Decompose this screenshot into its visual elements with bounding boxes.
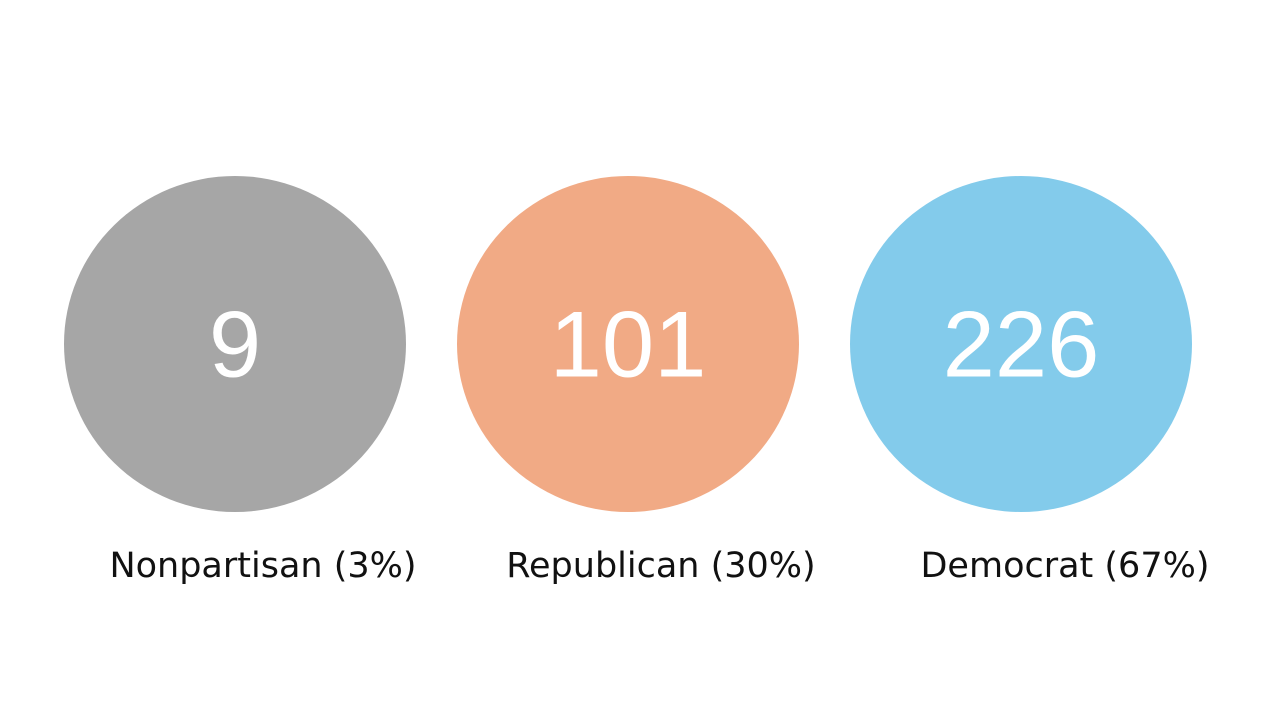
party-label: Republican (30%) [506, 546, 815, 586]
circle [850, 176, 1192, 512]
count: 9 [209, 292, 261, 397]
count: 226 [943, 292, 1100, 397]
count: 101 [550, 292, 707, 397]
party-label: Democrat (67%) [920, 546, 1209, 586]
circle [64, 176, 406, 512]
circle [457, 176, 799, 512]
party-label: Nonpartisan (3%) [109, 546, 416, 586]
